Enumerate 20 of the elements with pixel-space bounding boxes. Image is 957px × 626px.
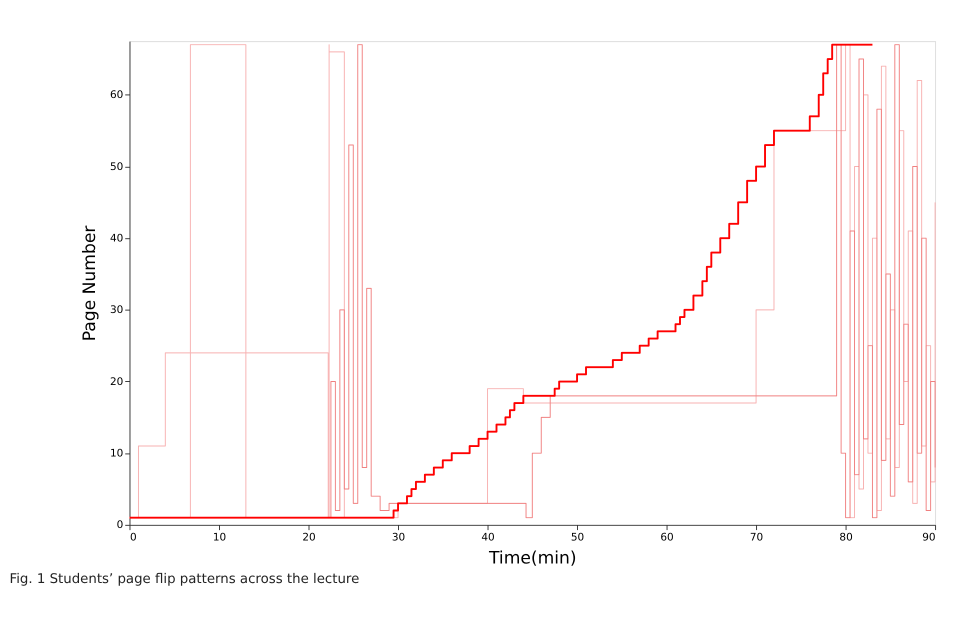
x-tick-label: 90 <box>922 532 936 544</box>
x-tick-label: 70 <box>750 532 764 544</box>
y-tick-label: 0 <box>116 519 124 532</box>
x-tick-label: 10 <box>212 532 226 544</box>
y-tick-label: 40 <box>110 232 124 245</box>
y-tick-label: 30 <box>110 304 124 316</box>
caption: Fig. 1 Students’ page flip patterns across the lecture <box>10 572 360 587</box>
x-tick-label: 60 <box>660 532 674 544</box>
y-tick-label: 10 <box>110 448 124 460</box>
x-tick-label: 30 <box>392 532 406 544</box>
y-axis-title: Page Number <box>80 224 100 342</box>
y-tick-label: 20 <box>110 376 124 388</box>
x-tick-label: 20 <box>302 532 316 544</box>
x-tick-label: 50 <box>570 532 584 544</box>
y-tick-label: 50 <box>110 160 124 173</box>
x-tick-label: 0 <box>130 532 137 544</box>
x-tick-label: 40 <box>481 532 495 544</box>
y-tick-label: 60 <box>110 89 124 102</box>
x-axis-title: Time(min) <box>488 548 577 568</box>
x-tick-label: 80 <box>839 532 853 544</box>
